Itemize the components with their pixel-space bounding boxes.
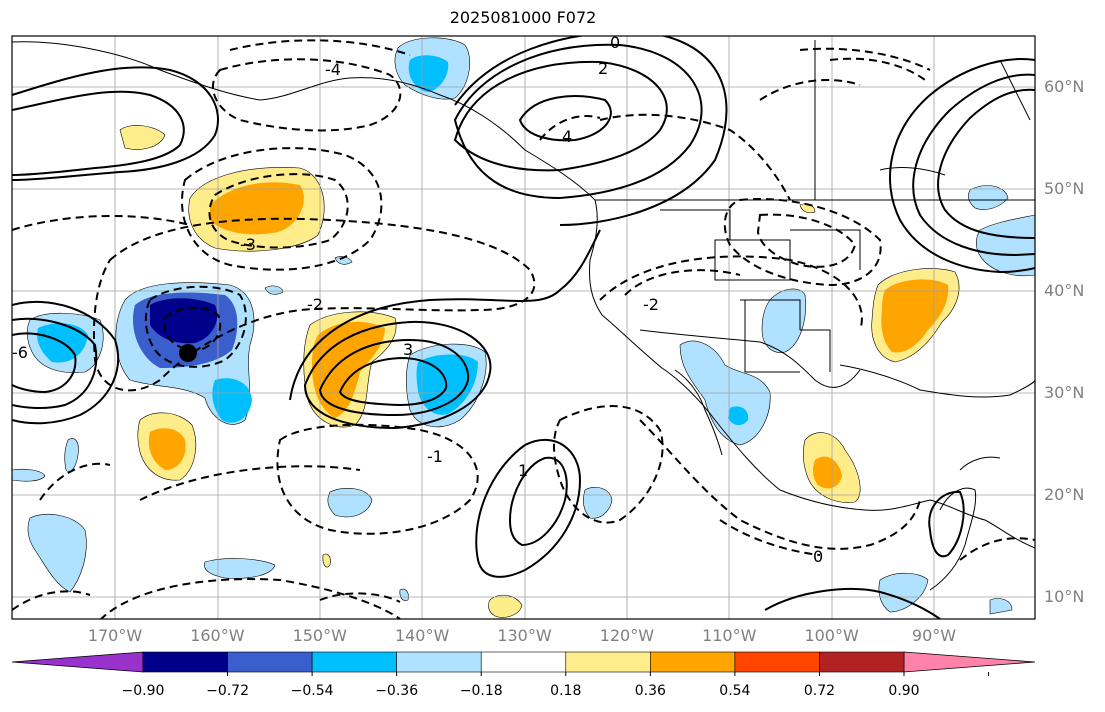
lon-label: 150°W: [292, 626, 347, 645]
contour-label: -3: [240, 235, 256, 254]
colorbar-tick-label: 0.36: [634, 683, 666, 699]
colorbar-segment: [227, 651, 313, 673]
colorbar-segment: [142, 651, 228, 673]
map-border: [11, 35, 1036, 620]
colorbar-tick-label: −0.72: [206, 683, 249, 699]
lon-label: 90°W: [911, 626, 957, 645]
lat-label: 10°N: [1044, 587, 1085, 606]
map-gridlines: [12, 36, 1035, 619]
negative-contours: [12, 39, 1035, 619]
contour-label: 0: [610, 33, 620, 52]
colorbar-segment: [565, 651, 651, 673]
colorbar-segment: [396, 651, 482, 673]
lat-label: 40°N: [1044, 281, 1085, 300]
contour-label: -6: [12, 343, 28, 362]
colorbar-segment: [734, 651, 820, 673]
colorbar-tick-label: −0.36: [375, 683, 419, 699]
contour-label: 3: [403, 340, 413, 359]
lat-label: 50°N: [1044, 179, 1085, 198]
colorbar-segment: [650, 651, 736, 673]
contour-label: -1: [427, 447, 443, 466]
colorbar-segment: [480, 651, 567, 673]
contour-labels: 0 2 -3 -2 4 3 -1 1 -4 -6 -2 0: [12, 33, 823, 566]
colorbar-extend-left: [11, 651, 144, 673]
lon-label: 170°W: [87, 626, 143, 645]
anomaly-shading: [12, 37, 1035, 618]
contour-label: -2: [643, 295, 659, 314]
colorbar-segment: [311, 651, 397, 673]
height-anomaly-contours: [12, 36, 1035, 619]
colorbar-tick-label: 0.90: [888, 683, 920, 699]
colorbar-tick-label: 0.54: [719, 683, 751, 699]
lon-label: 120°W: [599, 626, 655, 645]
colorbar: [11, 651, 1036, 676]
colorbar-tick-label: 0.72: [803, 683, 836, 699]
colorbar-segment: [819, 651, 905, 673]
map-content: [12, 36, 1035, 619]
colorbar-tick-label: 0.18: [550, 683, 582, 699]
lon-label: 130°W: [497, 626, 552, 645]
lat-label: 20°N: [1044, 485, 1085, 504]
contour-label: 0: [813, 547, 823, 566]
coastlines: [12, 40, 1035, 591]
colorbar-tick-label: −0.90: [121, 683, 165, 699]
contour-label: 1: [518, 461, 528, 480]
colorbar-tick-label: −0.18: [459, 683, 503, 699]
contour-label: -4: [325, 60, 341, 79]
lon-label: 160°W: [190, 626, 245, 645]
contour-label: 2: [598, 59, 608, 78]
colorbar-extend-right: [903, 651, 1036, 673]
colorbar-tick-label: −0.54: [290, 683, 334, 699]
lon-label: 110°W: [702, 626, 757, 645]
lon-label: 100°W: [804, 626, 859, 645]
lon-label: 140°W: [394, 626, 450, 645]
contour-label: 4: [562, 127, 572, 146]
feature-marker: [179, 344, 197, 362]
lat-label: 30°N: [1044, 383, 1085, 402]
contour-label: -2: [307, 295, 323, 314]
lat-label: 60°N: [1044, 77, 1085, 96]
figure-title: 2025081000 F072: [449, 8, 597, 27]
